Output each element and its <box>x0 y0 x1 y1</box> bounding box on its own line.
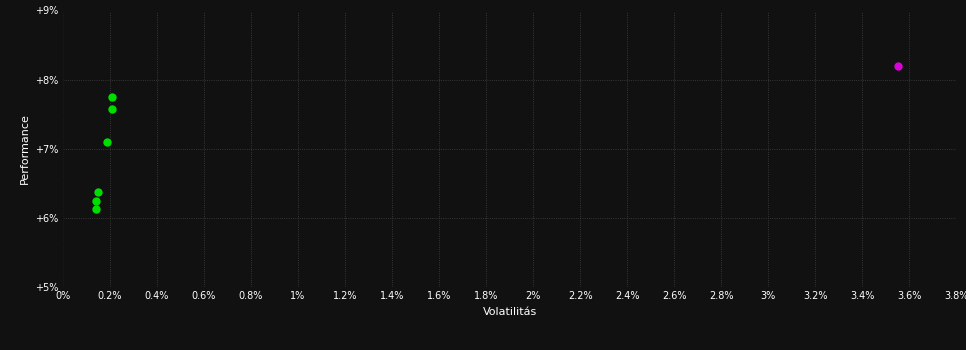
Point <box>88 198 103 203</box>
Point <box>890 63 905 69</box>
Point <box>99 139 115 145</box>
Point <box>91 189 106 194</box>
Point <box>104 106 120 112</box>
Point <box>88 206 103 212</box>
Point <box>104 94 120 100</box>
X-axis label: Volatilitás: Volatilitás <box>482 307 537 317</box>
Y-axis label: Performance: Performance <box>19 113 30 184</box>
